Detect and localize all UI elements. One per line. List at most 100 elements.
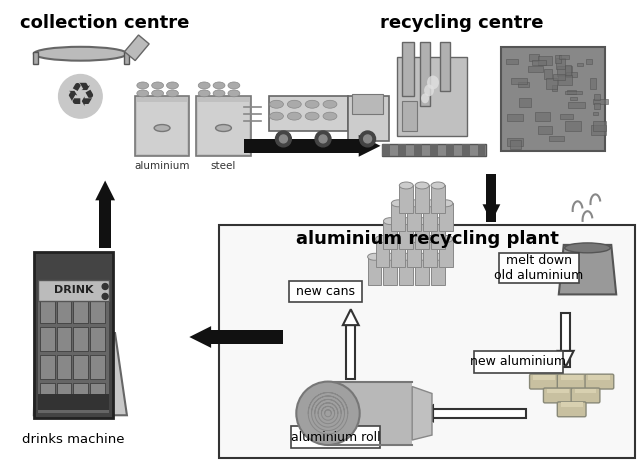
Polygon shape bbox=[34, 333, 127, 415]
FancyBboxPatch shape bbox=[529, 374, 558, 389]
FancyBboxPatch shape bbox=[135, 96, 189, 156]
Ellipse shape bbox=[152, 90, 164, 97]
Text: melt down
old aluminium: melt down old aluminium bbox=[494, 254, 584, 282]
FancyBboxPatch shape bbox=[553, 74, 564, 81]
FancyBboxPatch shape bbox=[125, 35, 149, 61]
FancyBboxPatch shape bbox=[433, 409, 526, 418]
FancyBboxPatch shape bbox=[535, 112, 550, 121]
Ellipse shape bbox=[383, 253, 397, 260]
Ellipse shape bbox=[421, 93, 429, 103]
FancyBboxPatch shape bbox=[547, 388, 569, 393]
FancyBboxPatch shape bbox=[367, 257, 381, 285]
FancyBboxPatch shape bbox=[511, 78, 527, 84]
FancyBboxPatch shape bbox=[546, 78, 557, 90]
FancyBboxPatch shape bbox=[56, 299, 72, 323]
Polygon shape bbox=[95, 181, 115, 200]
FancyBboxPatch shape bbox=[38, 280, 109, 302]
FancyBboxPatch shape bbox=[501, 47, 605, 151]
FancyBboxPatch shape bbox=[289, 280, 362, 303]
FancyBboxPatch shape bbox=[74, 299, 88, 323]
FancyBboxPatch shape bbox=[556, 58, 564, 68]
FancyBboxPatch shape bbox=[446, 144, 454, 156]
Ellipse shape bbox=[287, 100, 301, 108]
FancyBboxPatch shape bbox=[383, 221, 397, 249]
Circle shape bbox=[319, 135, 327, 143]
FancyBboxPatch shape bbox=[508, 138, 523, 146]
Ellipse shape bbox=[166, 90, 179, 97]
Ellipse shape bbox=[287, 112, 301, 120]
FancyBboxPatch shape bbox=[269, 96, 348, 131]
FancyBboxPatch shape bbox=[397, 57, 467, 136]
FancyBboxPatch shape bbox=[558, 75, 572, 85]
FancyBboxPatch shape bbox=[431, 185, 445, 213]
Text: aluminium roll: aluminium roll bbox=[291, 431, 381, 444]
Ellipse shape bbox=[427, 76, 439, 90]
FancyBboxPatch shape bbox=[383, 144, 390, 156]
FancyBboxPatch shape bbox=[519, 98, 531, 107]
Text: aluminium: aluminium bbox=[134, 161, 190, 171]
Polygon shape bbox=[483, 204, 500, 222]
FancyBboxPatch shape bbox=[477, 144, 486, 156]
Ellipse shape bbox=[228, 82, 240, 89]
FancyBboxPatch shape bbox=[219, 225, 635, 458]
Ellipse shape bbox=[431, 182, 445, 189]
Ellipse shape bbox=[213, 90, 225, 97]
Ellipse shape bbox=[439, 200, 452, 207]
FancyBboxPatch shape bbox=[420, 42, 430, 106]
Polygon shape bbox=[558, 351, 573, 367]
Ellipse shape bbox=[415, 218, 429, 225]
Polygon shape bbox=[189, 326, 211, 348]
FancyBboxPatch shape bbox=[376, 239, 389, 267]
Polygon shape bbox=[559, 245, 616, 295]
Ellipse shape bbox=[198, 82, 210, 89]
Ellipse shape bbox=[269, 112, 284, 120]
FancyBboxPatch shape bbox=[533, 375, 555, 379]
FancyBboxPatch shape bbox=[474, 351, 563, 373]
FancyBboxPatch shape bbox=[38, 291, 109, 413]
FancyBboxPatch shape bbox=[555, 55, 561, 63]
FancyBboxPatch shape bbox=[352, 94, 383, 114]
FancyBboxPatch shape bbox=[431, 257, 445, 285]
FancyBboxPatch shape bbox=[399, 185, 413, 213]
FancyBboxPatch shape bbox=[585, 374, 614, 389]
FancyBboxPatch shape bbox=[561, 313, 570, 367]
FancyBboxPatch shape bbox=[415, 185, 429, 213]
FancyBboxPatch shape bbox=[34, 252, 113, 418]
FancyBboxPatch shape bbox=[440, 42, 450, 91]
Ellipse shape bbox=[423, 235, 437, 242]
Ellipse shape bbox=[431, 218, 445, 225]
FancyBboxPatch shape bbox=[439, 239, 452, 267]
Ellipse shape bbox=[228, 90, 240, 97]
FancyBboxPatch shape bbox=[415, 257, 429, 285]
FancyBboxPatch shape bbox=[407, 203, 421, 231]
FancyBboxPatch shape bbox=[528, 66, 543, 72]
FancyBboxPatch shape bbox=[571, 388, 600, 403]
Text: drinks machine: drinks machine bbox=[22, 433, 125, 446]
Ellipse shape bbox=[305, 112, 319, 120]
Circle shape bbox=[364, 135, 372, 143]
FancyBboxPatch shape bbox=[99, 200, 111, 248]
FancyBboxPatch shape bbox=[414, 144, 422, 156]
Ellipse shape bbox=[305, 100, 319, 108]
Text: DRINK: DRINK bbox=[54, 286, 93, 295]
FancyBboxPatch shape bbox=[398, 144, 406, 156]
FancyBboxPatch shape bbox=[595, 103, 600, 109]
FancyBboxPatch shape bbox=[346, 325, 355, 378]
FancyBboxPatch shape bbox=[544, 68, 552, 79]
FancyBboxPatch shape bbox=[40, 383, 54, 406]
FancyBboxPatch shape bbox=[564, 121, 580, 131]
FancyBboxPatch shape bbox=[348, 96, 389, 141]
FancyBboxPatch shape bbox=[56, 355, 72, 378]
Ellipse shape bbox=[166, 82, 179, 89]
Ellipse shape bbox=[137, 82, 148, 89]
FancyBboxPatch shape bbox=[486, 174, 497, 222]
FancyBboxPatch shape bbox=[557, 374, 586, 389]
FancyBboxPatch shape bbox=[40, 355, 54, 378]
FancyBboxPatch shape bbox=[198, 102, 249, 154]
FancyBboxPatch shape bbox=[383, 144, 486, 156]
Circle shape bbox=[102, 294, 108, 299]
Ellipse shape bbox=[154, 125, 170, 131]
Ellipse shape bbox=[423, 200, 437, 207]
FancyBboxPatch shape bbox=[415, 221, 429, 249]
FancyBboxPatch shape bbox=[593, 121, 606, 131]
